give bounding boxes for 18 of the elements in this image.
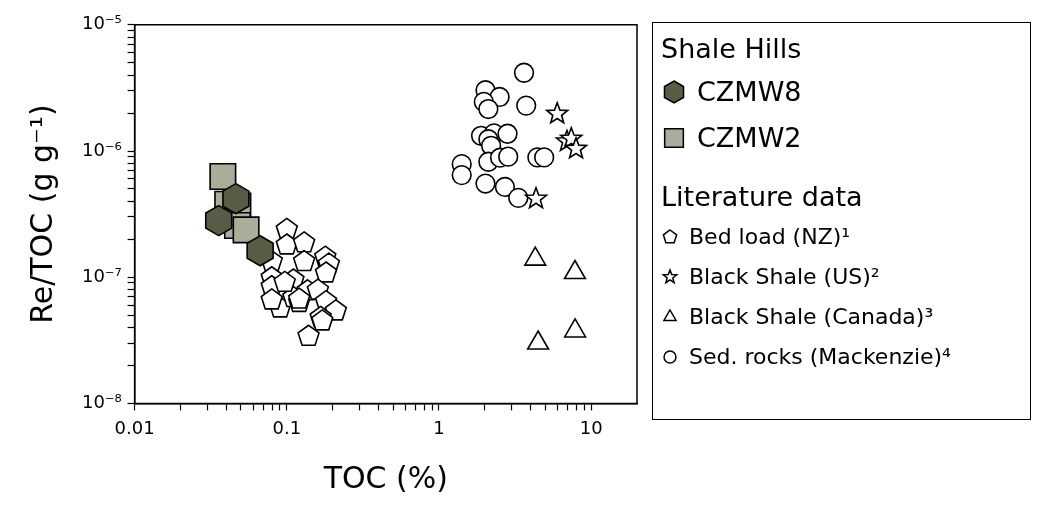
y-tick-label: 10⁻⁶ — [82, 138, 122, 160]
legend-label: Sed. rocks (Mackenzie)⁴ — [689, 343, 951, 371]
y-tick-label: 10⁻⁸ — [82, 391, 122, 413]
y-axis-title: Re/TOC (g g⁻¹) — [23, 104, 59, 324]
x-tick-label: 0.01 — [114, 416, 155, 438]
x-tick-label: 0.1 — [272, 416, 302, 438]
y-tick-label: 10⁻⁷ — [82, 264, 122, 286]
text: Literature data — [661, 181, 863, 212]
x-tick-label: 10 — [579, 416, 603, 438]
legend-label: Black Shale (Canada)³ — [689, 303, 934, 331]
legend-label: Bed load (NZ)¹ — [689, 223, 851, 251]
legend-label: Black Shale (US)² — [689, 263, 880, 291]
x-tick-label: 1 — [433, 416, 445, 438]
legend-label: CZMW8 — [697, 75, 802, 109]
y-tick-label: 10⁻⁵ — [82, 12, 122, 34]
x-axis-title: TOC (%) — [322, 459, 448, 495]
text: Shale Hills — [661, 33, 802, 64]
legend-label: CZMW2 — [697, 121, 802, 155]
